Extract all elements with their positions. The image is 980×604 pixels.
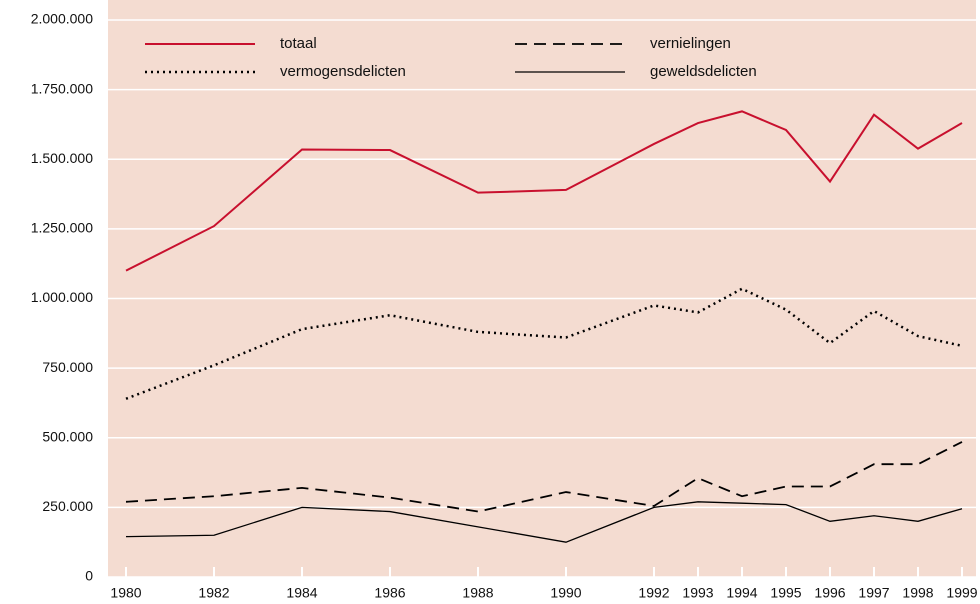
x-tick-label: 1996: [814, 585, 845, 601]
x-tick-label: 1990: [550, 585, 581, 601]
x-tick-label: 1980: [110, 585, 141, 601]
y-tick-label: 1.250.000: [31, 220, 93, 236]
x-tick-label: 1993: [682, 585, 713, 601]
x-tick-label: 1995: [770, 585, 801, 601]
series-line: [125, 110, 963, 272]
x-tick-label: 1992: [638, 585, 669, 601]
x-tick-label: 1994: [726, 585, 757, 601]
x-tick-label: 1988: [462, 585, 493, 601]
y-tick-label: 0: [85, 568, 93, 584]
y-tick-label: 1.000.000: [31, 289, 93, 305]
series-line: [125, 441, 963, 513]
series-line: [125, 501, 963, 543]
legend-label: totaal: [280, 35, 317, 52]
x-tick-label: 1999: [946, 585, 977, 601]
x-tick-label: 1982: [198, 585, 229, 601]
x-tick-label: 1997: [858, 585, 889, 601]
y-tick-label: 750.000: [42, 359, 93, 375]
legend-label: vermogensdelicten: [280, 63, 406, 80]
y-tick-label: 1.750.000: [31, 80, 93, 96]
y-tick-label: 500.000: [42, 428, 93, 444]
series-line: [125, 287, 963, 400]
legend-label: vernielingen: [650, 35, 731, 52]
x-tick-label: 1998: [902, 585, 933, 601]
y-tick-label: 250.000: [42, 498, 93, 514]
plot-area: [108, 0, 976, 577]
x-tick-label: 1986: [374, 585, 405, 601]
y-tick-label: 2.000.000: [31, 11, 93, 27]
x-tick-label: 1984: [286, 585, 317, 601]
y-tick-label: 1.500.000: [31, 150, 93, 166]
legend-label: geweldsdelicten: [650, 63, 757, 80]
